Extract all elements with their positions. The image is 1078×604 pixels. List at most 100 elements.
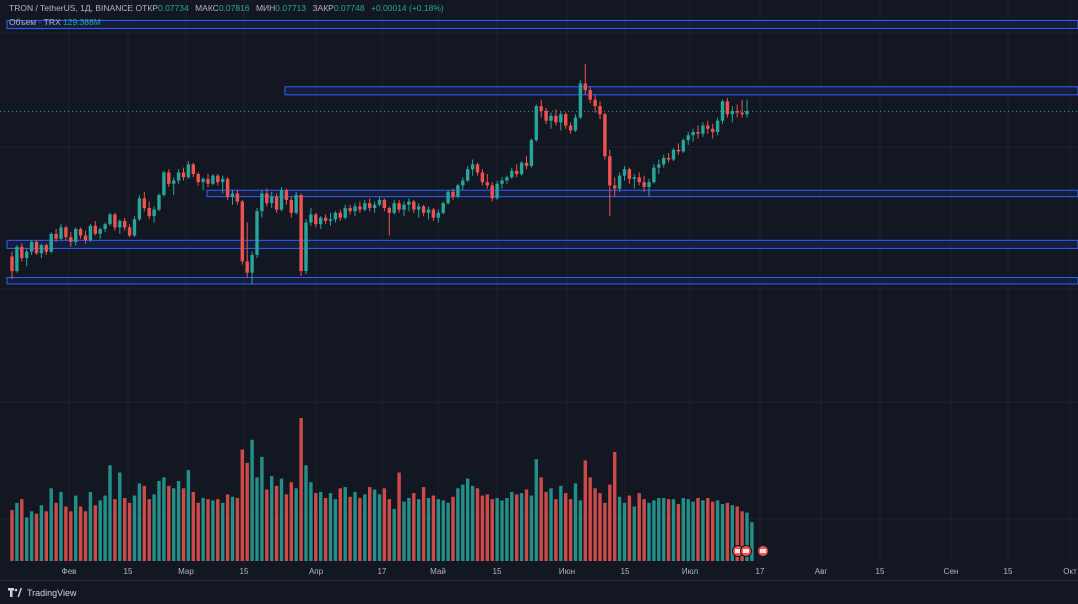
candle-body bbox=[319, 217, 323, 225]
candle-body bbox=[431, 209, 436, 218]
candle-body bbox=[622, 169, 627, 176]
tradingview-brand[interactable]: TradingView bbox=[8, 588, 77, 598]
volume-bar bbox=[637, 493, 641, 561]
x-tick-label: 17 bbox=[756, 567, 765, 576]
x-tick-label: Июн bbox=[559, 567, 575, 576]
volume-bar bbox=[451, 496, 455, 561]
volume-bar bbox=[74, 495, 78, 561]
volume-bar bbox=[54, 502, 58, 561]
candle-body bbox=[715, 120, 720, 133]
candle-body bbox=[39, 245, 44, 254]
volume-bar bbox=[407, 497, 411, 561]
volume-bar bbox=[333, 499, 338, 561]
candle-body bbox=[475, 164, 480, 173]
candle-body bbox=[44, 245, 48, 252]
candle-body bbox=[260, 193, 264, 212]
volume-bar bbox=[524, 489, 529, 561]
volume-bar bbox=[289, 482, 293, 561]
candle-body bbox=[127, 227, 132, 236]
candle-body bbox=[279, 190, 284, 210]
candle-body bbox=[289, 199, 293, 213]
candle-body bbox=[157, 195, 161, 210]
x-tick-label: Сен bbox=[944, 567, 959, 576]
candle-body bbox=[162, 172, 166, 196]
x-tick-label: 15 bbox=[240, 567, 249, 576]
candle-body bbox=[270, 196, 274, 204]
candle-body bbox=[363, 203, 367, 210]
volume-bar bbox=[691, 501, 695, 561]
price-zone bbox=[6, 239, 1078, 249]
volume-bar bbox=[279, 478, 284, 561]
volume-bar bbox=[69, 511, 73, 561]
candle-body bbox=[539, 106, 543, 111]
brand-name: TradingView bbox=[27, 587, 77, 598]
candle-body bbox=[544, 111, 548, 121]
candle-body bbox=[446, 191, 450, 204]
candle-body bbox=[524, 162, 529, 166]
volume-bar bbox=[34, 513, 39, 561]
volume-value: 129.388M bbox=[63, 17, 101, 27]
volume-bar bbox=[260, 456, 264, 561]
volume-bar bbox=[181, 488, 186, 561]
x-tick-label: 15 bbox=[1004, 567, 1013, 576]
volume-bar bbox=[671, 499, 676, 561]
candle-body bbox=[250, 254, 254, 273]
volume-bar bbox=[642, 499, 646, 561]
volume-bar bbox=[142, 485, 146, 561]
symbol-title[interactable]: TRON / TetherUS, 1Д, BINANCE bbox=[9, 3, 134, 13]
volume-bar bbox=[250, 439, 254, 561]
candle-body bbox=[740, 112, 744, 115]
volume-bar bbox=[725, 502, 730, 561]
volume-bar bbox=[441, 500, 445, 561]
volume-bar bbox=[392, 508, 396, 561]
candle-body bbox=[211, 175, 215, 184]
volume-bar bbox=[368, 487, 372, 561]
volume-bar bbox=[319, 491, 323, 561]
candle-body bbox=[15, 246, 19, 272]
volume-bar bbox=[505, 497, 509, 561]
candle-body bbox=[456, 185, 460, 197]
volume-bar bbox=[613, 451, 617, 561]
volume-bar bbox=[78, 506, 83, 561]
volume-bar bbox=[363, 494, 367, 561]
volume-bar bbox=[534, 459, 538, 561]
candle-body bbox=[392, 203, 396, 213]
price-chart[interactable]: Фев 15 Мар 15 Апр 17 Май 15 Июн 15 Июл 17 Авг 15 Сен 15… bbox=[0, 0, 1078, 580]
candle-body bbox=[573, 117, 578, 131]
candle-body bbox=[627, 169, 632, 179]
volume-bar bbox=[93, 505, 97, 561]
volume-bar bbox=[103, 495, 107, 561]
candle-body bbox=[221, 178, 225, 183]
volume-bar bbox=[44, 511, 48, 561]
volume-label[interactable]: Объем · TRX bbox=[9, 17, 61, 27]
open-label: ОТКР bbox=[135, 3, 158, 13]
candle-body bbox=[358, 206, 362, 210]
x-tick-label: Авг bbox=[815, 567, 828, 576]
candle-body bbox=[333, 212, 338, 220]
volume-bar bbox=[221, 502, 225, 561]
candle-body bbox=[10, 256, 14, 272]
candle-body bbox=[534, 106, 538, 141]
volume-bar bbox=[10, 510, 14, 561]
candle-body bbox=[720, 101, 725, 121]
candle-body bbox=[387, 208, 391, 213]
candle-body bbox=[201, 178, 205, 183]
candle-body bbox=[230, 193, 235, 197]
candle-body bbox=[132, 219, 137, 236]
volume-bar bbox=[515, 494, 519, 561]
volume-bar bbox=[127, 502, 132, 561]
volume-bar bbox=[412, 493, 416, 561]
volume-bar bbox=[632, 506, 636, 561]
volume-bar bbox=[480, 495, 485, 561]
volume-bar bbox=[294, 488, 298, 561]
volume-bar bbox=[88, 491, 93, 561]
volume-bar bbox=[730, 505, 734, 561]
volume-bar bbox=[608, 484, 612, 561]
candle-body bbox=[725, 101, 730, 115]
volume-bar bbox=[431, 495, 436, 561]
x-tick-label: 15 bbox=[876, 567, 885, 576]
volume-bar bbox=[191, 491, 195, 561]
candle-body bbox=[299, 195, 303, 272]
candle-body bbox=[617, 175, 622, 189]
candle-body bbox=[519, 162, 524, 175]
